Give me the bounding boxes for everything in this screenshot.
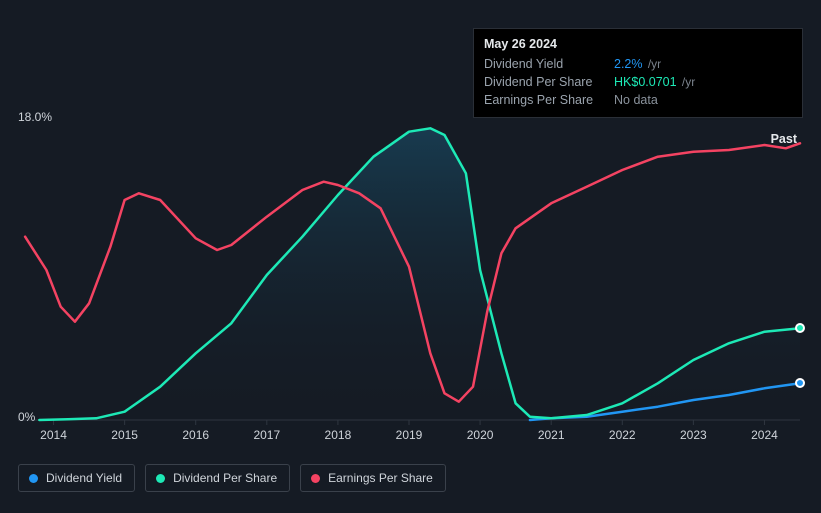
y-tick-label: 0%	[18, 410, 35, 424]
x-tick-label: 2024	[751, 428, 778, 442]
tooltip-row: Dividend Per ShareHK$0.0701 /yr	[484, 73, 792, 91]
x-tick-label: 2019	[396, 428, 423, 442]
legend-label: Dividend Yield	[46, 471, 122, 485]
tooltip-row: Dividend Yield2.2% /yr	[484, 55, 792, 73]
legend-dot-icon	[311, 474, 320, 483]
tooltip-row-label: Earnings Per Share	[484, 91, 614, 109]
chart-container: Past 18.0% 0% 2014 2015 2016 2017 2018 2019 202…	[0, 0, 821, 508]
legend-dot-icon	[29, 474, 38, 483]
tooltip-row-value: No data	[614, 91, 792, 109]
x-tick-label: 2022	[609, 428, 636, 442]
tooltip-table: Dividend Yield2.2% /yrDividend Per Share…	[484, 55, 792, 109]
legend-label: Dividend Per Share	[173, 471, 277, 485]
series-end-marker	[795, 323, 805, 333]
x-tick-label: 2023	[680, 428, 707, 442]
x-tick-label: 2018	[325, 428, 352, 442]
tooltip-row: Earnings Per ShareNo data	[484, 91, 792, 109]
x-tick-label: 2015	[111, 428, 138, 442]
tooltip-row-label: Dividend Per Share	[484, 73, 614, 91]
tooltip-row-label: Dividend Yield	[484, 55, 614, 73]
legend-item-dividend-yield[interactable]: Dividend Yield	[18, 464, 135, 492]
x-tick-label: 2020	[467, 428, 494, 442]
legend-label: Earnings Per Share	[328, 471, 433, 485]
series-end-marker	[795, 378, 805, 388]
tooltip: May 26 2024 Dividend Yield2.2% /yrDivide…	[473, 28, 803, 118]
legend: Dividend Yield Dividend Per Share Earnings…	[18, 464, 446, 492]
y-tick-label: 18.0%	[18, 110, 52, 124]
legend-dot-icon	[156, 474, 165, 483]
x-tick-label: 2016	[182, 428, 209, 442]
legend-item-dividend-per-share[interactable]: Dividend Per Share	[145, 464, 290, 492]
x-tick-label: 2017	[253, 428, 280, 442]
tooltip-row-value: HK$0.0701 /yr	[614, 73, 792, 91]
tooltip-date: May 26 2024	[484, 35, 792, 55]
x-tick-label: 2021	[538, 428, 565, 442]
legend-item-earnings-per-share[interactable]: Earnings Per Share	[300, 464, 446, 492]
x-tick-label: 2014	[40, 428, 67, 442]
tooltip-row-value: 2.2% /yr	[614, 55, 792, 73]
past-label: Past	[771, 132, 797, 146]
